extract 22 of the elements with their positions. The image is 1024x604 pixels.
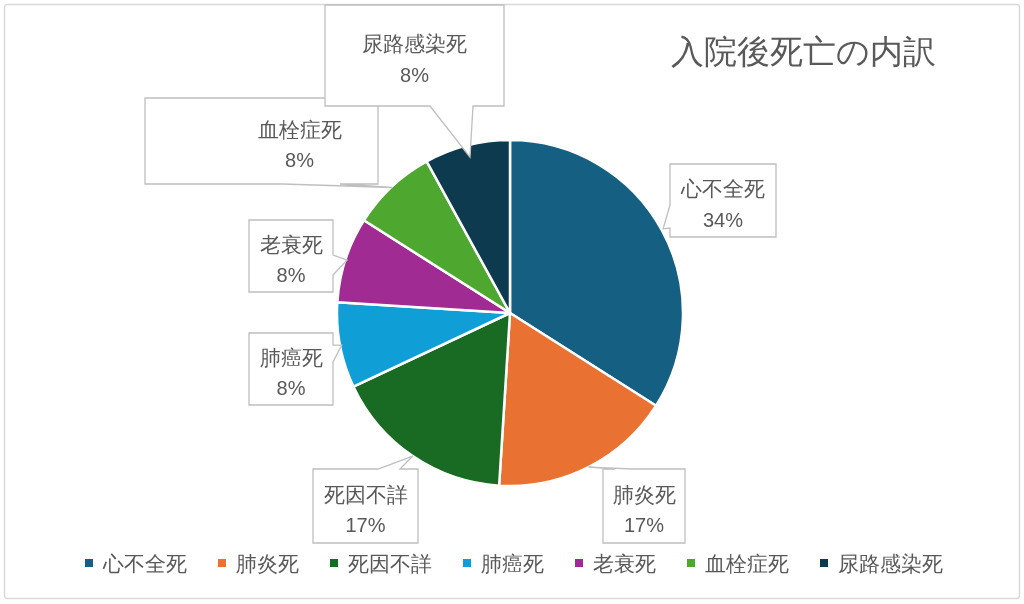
legend-label: 心不全死 — [102, 551, 187, 575]
slice-label: 死因不詳 — [323, 482, 408, 506]
chart-title: 入院後死亡の内訳 — [670, 32, 936, 70]
slice-label: 血栓症死 — [257, 117, 342, 141]
legend-label: 肺癌死 — [481, 551, 544, 575]
slice-label: 肺炎死 — [612, 482, 676, 506]
data-label: 8% — [276, 264, 306, 286]
data-label: 17% — [623, 514, 665, 536]
legend-label: 肺炎死 — [236, 551, 299, 575]
slice-label: 老衰死 — [259, 232, 323, 256]
legend-label: 老衰死 — [593, 551, 656, 575]
slice-label: 尿路感染死 — [362, 32, 467, 55]
slice-label: 肺癌死 — [259, 345, 323, 369]
legend-label: 死因不詳 — [348, 551, 432, 575]
data-label: 34% — [702, 208, 744, 231]
data-label: 8% — [400, 63, 430, 86]
data-label: 8% — [276, 377, 306, 399]
legend-label: 血栓症死 — [705, 551, 789, 575]
slice-label: 心不全死 — [680, 177, 765, 200]
legend-label: 尿路感染死 — [838, 551, 943, 575]
data-label: 8% — [285, 149, 315, 171]
data-label: 17% — [345, 514, 386, 536]
